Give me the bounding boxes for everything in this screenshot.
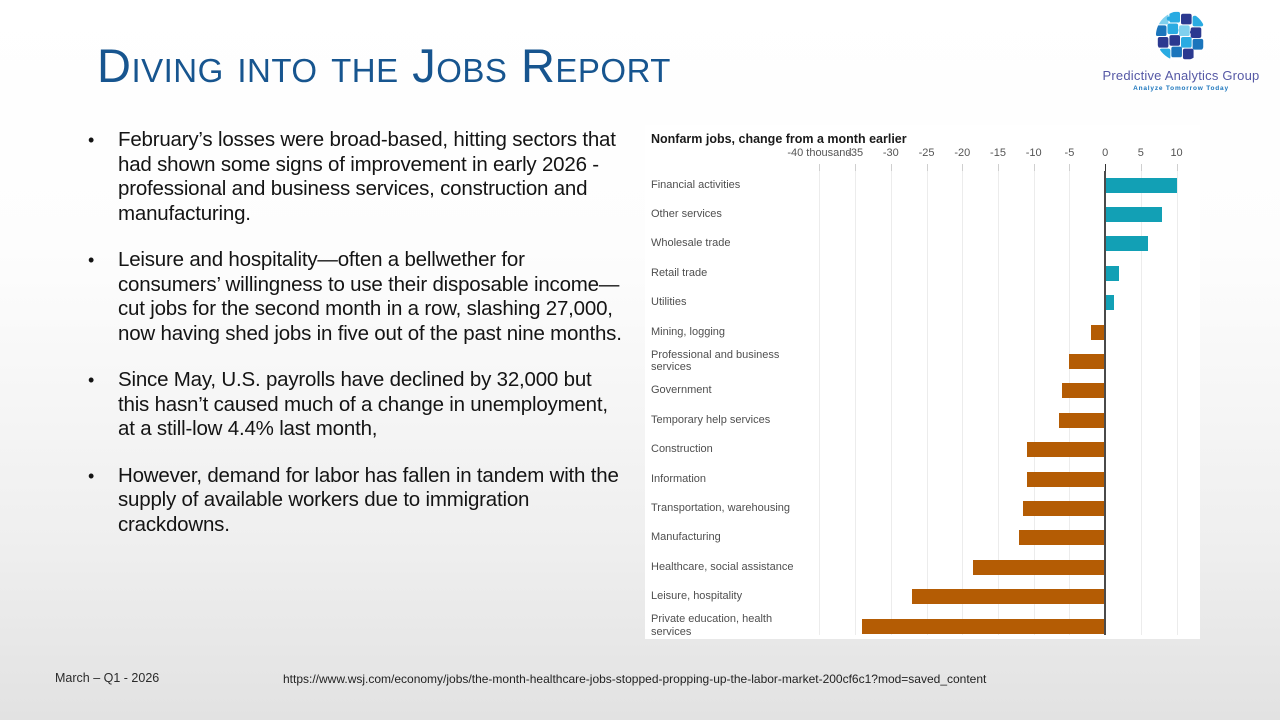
bar-private-education-health-services xyxy=(862,618,1106,634)
axis-tick-label: -20 xyxy=(954,147,971,159)
axis-tick-mark xyxy=(1105,164,1107,171)
bar-professional-and-business-services xyxy=(1069,353,1106,369)
category-label: Information xyxy=(651,472,707,485)
bullet-item: • However, demand for labor has fallen in… xyxy=(88,464,628,538)
bullet-list: • February’s losses were broad-based, hit… xyxy=(88,128,628,559)
bar-transportation-warehousing xyxy=(1023,500,1106,516)
plot-area xyxy=(818,171,1198,635)
category-label: Wholesale trade xyxy=(651,237,731,250)
axis-tick-label: -30 xyxy=(882,147,899,159)
page-title: Diving into the Jobs Report xyxy=(97,39,671,92)
bar-manufacturing xyxy=(1019,530,1106,546)
bullet-marker: • xyxy=(88,465,95,486)
axis-tick-mark xyxy=(1033,164,1035,171)
axis-tick-mark xyxy=(1069,164,1071,171)
category-label: Healthcare, social assistance xyxy=(651,560,794,573)
bullet-text: Since May, U.S. payrolls have declined b… xyxy=(118,368,608,440)
axis-tick-label: -5 xyxy=(1064,147,1075,159)
axis-tick-mark xyxy=(1140,164,1142,171)
bar-retail-trade xyxy=(1105,265,1120,281)
puzzle-globe-icon xyxy=(1155,10,1207,62)
x-axis: -40 thousand -35 -30 -25 -20 -15 -10 -5 0 5 10 xyxy=(787,147,1198,172)
axis-tick-mark xyxy=(1176,164,1178,171)
gridline xyxy=(855,171,857,635)
logo-tagline: Analyze Tomorrow Today xyxy=(1133,85,1229,92)
bullet-text: Leisure and hospitality—often a bellweth… xyxy=(118,248,622,345)
company-logo: Predictive Analytics Group Analyze Tomor… xyxy=(1096,8,1266,92)
category-label: Utilities xyxy=(651,296,687,309)
gridline xyxy=(1140,171,1142,635)
category-label: Leisure, hospitality xyxy=(651,590,743,603)
axis-tick-label: 10 xyxy=(1170,147,1183,159)
gridline xyxy=(998,171,999,635)
axis-tick-label: -15 xyxy=(990,147,1006,159)
gridline xyxy=(1176,171,1178,635)
category-label: Professional and business services xyxy=(651,348,780,374)
gridline xyxy=(890,171,892,635)
footer-date: March – Q1 - 2026 xyxy=(55,671,160,685)
bar-financial-activities xyxy=(1105,177,1177,193)
category-label: Retail trade xyxy=(651,266,708,279)
category-label: Financial activities xyxy=(651,178,741,191)
gridline xyxy=(962,171,964,635)
bar-healthcare-social-assistance xyxy=(973,559,1106,575)
category-label: Mining, logging xyxy=(651,325,725,338)
gridline xyxy=(926,171,928,635)
bullet-item: • Since May, U.S. payrolls have declined … xyxy=(88,368,628,442)
bar-temporary-help-services xyxy=(1058,412,1106,428)
category-label: Private education, health services xyxy=(651,613,773,638)
bar-construction xyxy=(1026,442,1106,458)
chart-title: Nonfarm jobs, change from a month earlie… xyxy=(651,132,907,146)
category-label: Manufacturing xyxy=(651,531,721,544)
bullet-item: • Leisure and hospitality—often a bellwet… xyxy=(88,248,628,346)
bar-leisure-hospitality xyxy=(912,589,1106,605)
bar-wholesale-trade xyxy=(1105,236,1148,252)
axis-tick-mark xyxy=(890,164,892,171)
zero-axis-line xyxy=(1104,171,1107,635)
footer-source-url: https://www.wsj.com/economy/jobs/the-mon… xyxy=(283,672,987,686)
axis-tick-mark xyxy=(998,164,999,171)
bar-other-services xyxy=(1105,206,1163,222)
gridline xyxy=(819,171,821,635)
axis-tick-mark xyxy=(926,164,928,171)
axis-tick-label: 5 xyxy=(1137,147,1144,159)
bullet-marker: • xyxy=(88,250,95,270)
category-label: Government xyxy=(651,384,712,397)
category-label: Temporary help services xyxy=(651,413,771,426)
axis-tick-mark xyxy=(962,164,964,171)
axis-tick-label: -35 xyxy=(847,147,864,159)
bullet-item: • February’s losses were broad-based, hit… xyxy=(88,128,628,226)
bullet-text: However, demand for labor has fallen in … xyxy=(118,463,619,536)
bar-information xyxy=(1026,471,1106,487)
bullet-text: February’s losses were broad-based, hitt… xyxy=(118,128,616,225)
category-label: Other services xyxy=(651,208,722,221)
logo-name: Predictive Analytics Group xyxy=(1102,68,1260,83)
bar-mining-logging xyxy=(1090,324,1106,340)
bar-utilities xyxy=(1105,295,1115,311)
axis-tick-mark xyxy=(855,164,857,171)
axis-tick-label: 0 xyxy=(1102,147,1109,159)
axis-tick-label: -25 xyxy=(918,147,935,159)
gridline xyxy=(1069,171,1071,635)
category-label: Transportation, warehousing xyxy=(651,502,791,515)
category-label: Construction xyxy=(651,443,713,456)
gridline xyxy=(1033,171,1035,635)
bullet-marker: • xyxy=(88,370,95,390)
axis-tick-label: -40 thousand xyxy=(787,147,852,159)
bar-government xyxy=(1062,383,1106,399)
axis-tick-label: -10 xyxy=(1025,147,1042,159)
jobs-chart: Nonfarm jobs, change from a month earlie… xyxy=(645,125,1200,639)
axis-tick-mark xyxy=(819,164,821,171)
bullet-marker: • xyxy=(88,130,95,150)
